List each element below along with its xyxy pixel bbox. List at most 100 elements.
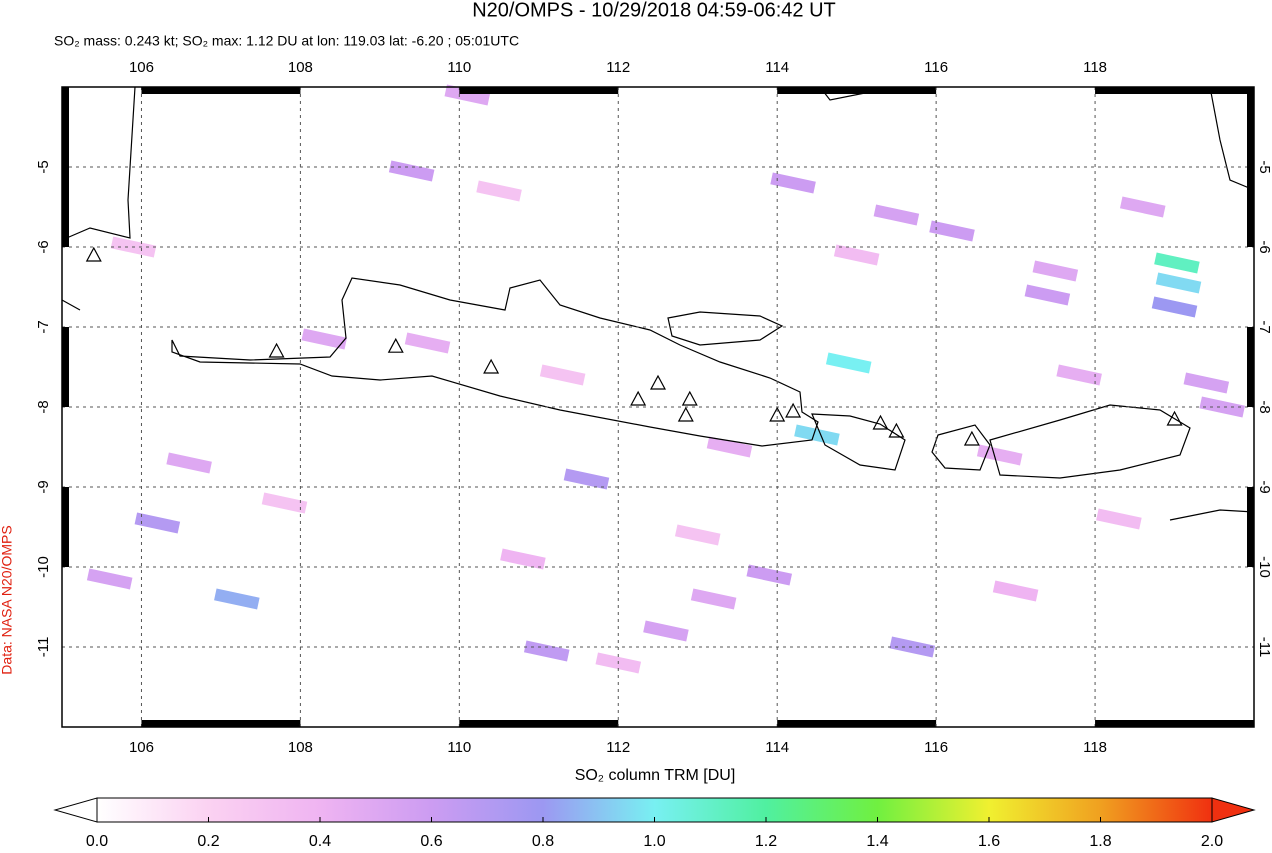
so2-pixel <box>134 512 181 534</box>
so2-pixel <box>476 180 522 202</box>
coastline <box>989 404 1191 479</box>
frame-bar <box>1095 720 1254 727</box>
so2-pixel <box>976 444 1023 466</box>
y-tick-label: -7 <box>35 320 52 333</box>
so2-pixel <box>643 620 689 642</box>
so2-pixel <box>1155 272 1202 294</box>
colorbar-tick-label: 1.4 <box>866 833 888 850</box>
frame-bar <box>1247 327 1254 407</box>
coastline <box>819 86 1255 521</box>
so2-pixel <box>873 204 920 226</box>
so2-pixel <box>1032 260 1079 282</box>
so2-pixel <box>500 548 546 570</box>
volcano-marker <box>888 422 905 438</box>
volcano-marker <box>681 390 698 406</box>
so2-pixel <box>261 492 308 514</box>
x-tick-label: 106 <box>129 739 154 756</box>
volcano-marker <box>1166 410 1183 426</box>
y-tick-label: -6 <box>1256 240 1272 253</box>
frame-bar <box>777 720 937 727</box>
colorbar-tick-label: 0.4 <box>309 833 331 850</box>
y-tick-label: -9 <box>1256 480 1272 493</box>
y-tick-label: -8 <box>35 400 52 413</box>
swath-layer <box>86 84 1245 674</box>
colorbar-over <box>1211 797 1256 823</box>
frame-bar <box>1095 87 1254 94</box>
y-tick-label: -10 <box>35 556 52 578</box>
frame-bar <box>1247 167 1254 247</box>
so2-pixel <box>1119 196 1166 218</box>
so2-pixel <box>214 588 260 610</box>
volcano-marker <box>963 430 980 446</box>
x-tick-label: 110 <box>447 59 471 76</box>
so2-pixel <box>444 84 491 106</box>
frame-bar <box>62 327 69 407</box>
so2-pixel <box>1199 396 1245 418</box>
frame-bar <box>62 87 69 167</box>
map-frame <box>61 86 1255 728</box>
colorbar-tick-label: 1.6 <box>978 833 1000 850</box>
so2-pixel <box>563 468 610 490</box>
side-label: Data: NASA N20/OMPS <box>0 525 15 674</box>
so2-pixel <box>523 640 570 662</box>
x-tick-label: 114 <box>765 739 789 756</box>
y-tick-label: -6 <box>35 240 52 253</box>
x-tick-label: 112 <box>606 59 630 76</box>
so2-pixel <box>674 524 721 546</box>
so2-pixel <box>929 220 975 242</box>
colorbar-tick-label: 1.0 <box>643 833 665 850</box>
frame-bar <box>1247 487 1254 567</box>
so2-pixel <box>889 636 936 658</box>
so2-pixel <box>1096 508 1142 530</box>
volcano-marker <box>268 342 285 358</box>
x-tick-label: 110 <box>447 739 471 756</box>
volcano-marker <box>785 402 802 418</box>
frame-bar <box>459 87 619 94</box>
y-tick-label: -7 <box>1256 320 1272 333</box>
so2-pixel <box>1024 284 1071 306</box>
volcano-marker <box>649 374 667 390</box>
axes: 106 106 108 108 110 110 112 112 114 114 116 116 118 1… <box>35 59 1272 756</box>
frame-bar <box>141 87 301 94</box>
colorbar-tick-label: 0.2 <box>197 833 219 850</box>
so2-pixel <box>825 352 872 374</box>
frame-bar <box>1247 87 1254 167</box>
colorbar-label: SO₂ column TRM [DU] <box>575 767 736 784</box>
volcano-marker <box>677 406 694 422</box>
x-tick-label: 118 <box>1083 739 1107 756</box>
colorbar-tick-label: 1.2 <box>755 833 777 850</box>
colorbar-tick-label: 0.6 <box>420 833 442 850</box>
coastlines <box>61 86 1255 521</box>
so2-pixel <box>746 564 793 586</box>
subtitle: SO₂ mass: 0.243 kt; SO₂ max: 1.12 DU at … <box>54 33 519 49</box>
volcano-marker <box>872 414 889 430</box>
volcano-marker <box>387 337 404 353</box>
y-tick-label: -9 <box>35 480 52 493</box>
so2-pixel <box>301 328 348 350</box>
frame-bar <box>62 487 69 567</box>
so2-pixel <box>770 172 816 194</box>
so2-pixel <box>1056 364 1102 386</box>
y-tick-label: -11 <box>1256 637 1272 658</box>
coastline <box>931 424 991 471</box>
y-tick-label: -10 <box>1256 556 1272 578</box>
so2-pixel <box>1154 252 1200 274</box>
colorbar-tick-label: 2.0 <box>1201 833 1223 850</box>
volcano-marker <box>630 390 647 406</box>
colorbar-under <box>53 797 98 823</box>
volcano-marker <box>483 358 500 374</box>
x-tick-label: 108 <box>288 739 313 756</box>
coastline <box>171 277 819 447</box>
frame-bar <box>777 87 937 94</box>
so2-pixel <box>388 160 435 182</box>
volcano-marker <box>85 246 102 262</box>
x-tick-label: 108 <box>288 59 313 76</box>
coastline <box>667 311 784 346</box>
volcano-marker <box>769 406 786 422</box>
colorbar-tick-label: 1.8 <box>1089 833 1111 850</box>
so2-pixel <box>690 588 737 610</box>
so2-pixel <box>404 332 451 354</box>
colorbar-tick-label: 0.8 <box>532 833 554 850</box>
colorbar-tick-label: 0.0 <box>86 833 108 850</box>
frame-bar <box>459 720 619 727</box>
